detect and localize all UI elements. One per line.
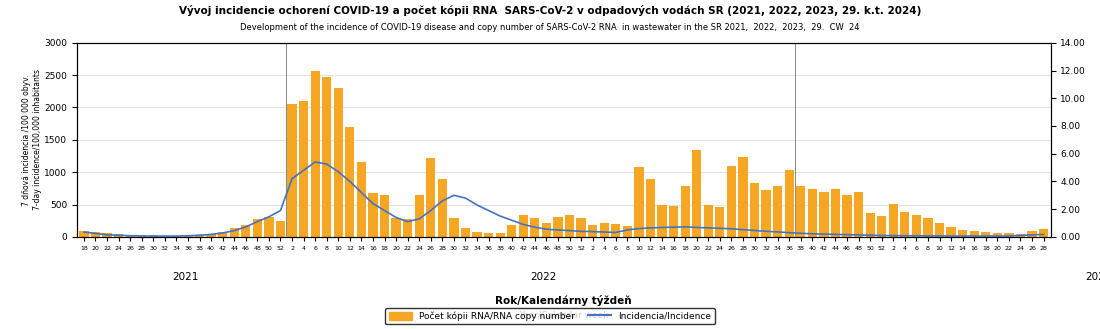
Bar	[854, 192, 864, 237]
Bar	[79, 231, 89, 237]
Bar	[507, 225, 516, 237]
Bar	[669, 206, 679, 237]
Text: Year/Calendar week: Year/Calendar week	[519, 311, 608, 320]
Bar	[565, 215, 574, 237]
Text: 2023: 2023	[1086, 272, 1100, 282]
Bar	[912, 215, 921, 237]
Bar	[230, 228, 239, 237]
Text: Vývoj incidencie ochorení COVID-19 a počet kópii RNA  SARS-CoV-2 v odpadových vo: Vývoj incidencie ochorení COVID-19 a poč…	[179, 5, 921, 16]
Bar	[843, 195, 851, 237]
Bar	[600, 223, 608, 237]
Bar	[438, 179, 447, 237]
Bar	[889, 204, 898, 237]
Text: 2022: 2022	[530, 272, 557, 282]
Bar	[299, 101, 308, 237]
Bar	[287, 104, 297, 237]
Bar	[322, 77, 331, 237]
Bar	[946, 227, 956, 237]
Bar	[276, 221, 285, 237]
Bar	[612, 224, 620, 237]
Bar	[1027, 231, 1036, 237]
Bar	[310, 71, 320, 237]
Bar	[495, 233, 505, 237]
Bar	[877, 215, 887, 237]
Bar	[172, 236, 182, 237]
Bar	[426, 158, 436, 237]
Bar	[449, 218, 459, 237]
Bar	[750, 183, 759, 237]
Bar	[519, 215, 528, 237]
Legend: Počet kópii RNA/RNA copy number, Incidencia/Incidence: Počet kópii RNA/RNA copy number, Inciden…	[385, 308, 715, 324]
Bar	[195, 235, 205, 237]
Bar	[635, 167, 643, 237]
Bar	[761, 190, 771, 237]
Bar	[1015, 234, 1025, 237]
Text: 2021: 2021	[172, 272, 198, 282]
Bar	[820, 192, 828, 237]
Bar	[796, 186, 805, 237]
Bar	[553, 217, 562, 237]
Bar	[148, 236, 158, 237]
Bar	[727, 166, 736, 237]
Bar	[923, 218, 933, 237]
Bar	[392, 218, 400, 237]
Bar	[969, 231, 979, 237]
Bar	[935, 223, 944, 237]
Bar	[461, 228, 470, 237]
Bar	[403, 219, 412, 237]
Bar	[958, 230, 967, 237]
Bar	[1038, 229, 1048, 237]
Bar	[866, 213, 874, 237]
Bar	[646, 179, 656, 237]
Bar	[773, 186, 782, 237]
Bar	[692, 150, 702, 237]
Bar	[415, 195, 424, 237]
Bar	[356, 162, 366, 237]
Bar	[241, 225, 251, 237]
Bar	[658, 205, 667, 237]
Bar	[125, 235, 135, 237]
Bar	[253, 219, 262, 237]
Bar	[981, 232, 990, 237]
Bar	[102, 233, 112, 237]
Bar	[207, 234, 216, 237]
Bar	[472, 232, 482, 237]
Text: Rok/Kalendárny týždeň: Rok/Kalendárny týždeň	[495, 295, 632, 306]
Bar	[138, 235, 146, 237]
Bar	[264, 217, 274, 237]
Bar	[368, 193, 377, 237]
Bar	[542, 223, 551, 237]
Bar	[114, 234, 123, 237]
Bar	[738, 157, 748, 237]
Bar	[218, 232, 228, 237]
Bar	[588, 225, 597, 237]
Bar	[530, 218, 539, 237]
Y-axis label: 7 dňová incidencia /100 000 obyv.
7-day incidence/100,000 inhabitants: 7 dňová incidencia /100 000 obyv. 7-day …	[22, 69, 42, 210]
Bar	[992, 233, 1002, 237]
Bar	[161, 236, 169, 237]
Bar	[900, 212, 910, 237]
Bar	[807, 189, 817, 237]
Bar	[484, 233, 493, 237]
Bar	[184, 236, 192, 237]
Text: Development of the incidence of COVID-19 disease and copy number of SARS-CoV-2 R: Development of the incidence of COVID-19…	[240, 23, 860, 32]
Bar	[576, 218, 585, 237]
Bar	[91, 232, 100, 237]
Bar	[333, 88, 343, 237]
Bar	[830, 189, 840, 237]
Bar	[784, 169, 794, 237]
Bar	[623, 226, 632, 237]
Bar	[1004, 233, 1013, 237]
Bar	[704, 205, 713, 237]
Bar	[715, 207, 725, 237]
Bar	[379, 195, 389, 237]
Bar	[681, 186, 690, 237]
Bar	[345, 127, 354, 237]
